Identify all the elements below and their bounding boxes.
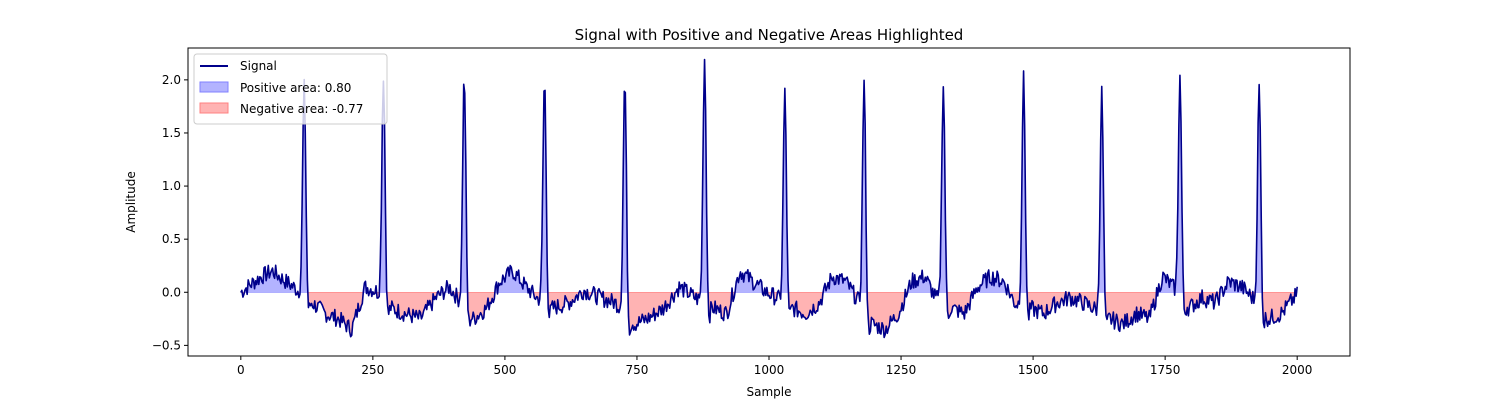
y-tick-label: 1.5 <box>162 126 181 140</box>
x-tick-label: 250 <box>361 363 384 377</box>
y-tick-label: 2.0 <box>162 73 181 87</box>
x-tick-label: 750 <box>626 363 649 377</box>
x-axis-label: Sample <box>747 385 792 399</box>
x-tick-label: 2000 <box>1282 363 1313 377</box>
chart-title: Signal with Positive and Negative Areas … <box>575 26 964 44</box>
y-tick-label: −0.5 <box>152 338 181 352</box>
x-tick-label: 1250 <box>886 363 917 377</box>
y-tick-label: 1.0 <box>162 179 181 193</box>
signal-line <box>240 58 1298 339</box>
x-tick-label: 1000 <box>754 363 785 377</box>
legend-box <box>193 53 388 125</box>
y-tick-label: 0.5 <box>162 232 181 246</box>
legend-label-negative: Negative area: -0.77 <box>240 102 363 116</box>
x-tick-label: 1500 <box>1018 363 1049 377</box>
legend-label-positive: Positive area: 0.80 <box>240 81 351 95</box>
x-tick-label: 500 <box>493 363 516 377</box>
legend-label-signal: Signal <box>240 59 277 73</box>
legend: Signal Positive area: 0.80 Negative area… <box>193 53 388 125</box>
x-axis-ticks: 0 250 500 750 1000 1250 1500 1750 2000 <box>237 356 1312 377</box>
y-axis-ticks: −0.5 0.0 0.5 1.0 1.5 2.0 <box>152 73 188 352</box>
plot-area <box>240 58 1298 339</box>
x-tick-label: 1750 <box>1150 363 1181 377</box>
x-tick-label: 0 <box>237 363 245 377</box>
y-tick-label: 0.0 <box>162 285 181 299</box>
y-axis-label: Amplitude <box>124 171 138 233</box>
legend-swatch-positive <box>199 81 229 93</box>
legend-swatch-negative <box>199 102 229 114</box>
